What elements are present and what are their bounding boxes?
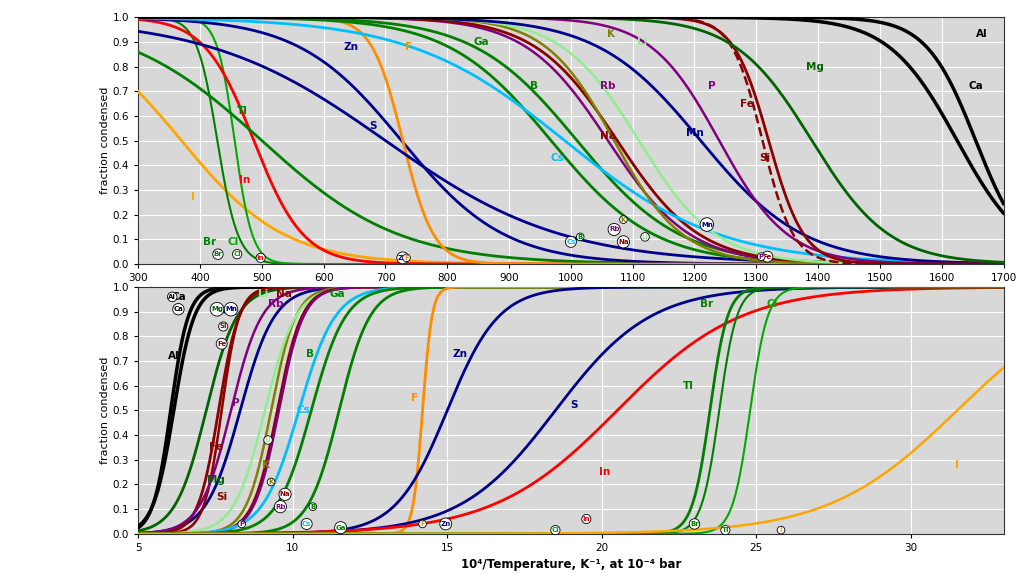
- X-axis label: Temperature, K, at 10⁻⁴ bar: Temperature, K, at 10⁻⁴ bar: [479, 289, 663, 301]
- Text: Fe: Fe: [209, 443, 222, 452]
- Text: Br: Br: [700, 299, 714, 309]
- Text: Ca: Ca: [173, 306, 183, 312]
- Text: Zn: Zn: [440, 521, 451, 527]
- Text: Na: Na: [618, 239, 629, 245]
- Text: I: I: [190, 192, 195, 203]
- Text: I: I: [955, 460, 959, 470]
- Text: B: B: [306, 348, 313, 359]
- Text: Ca: Ca: [969, 82, 983, 91]
- Y-axis label: fraction condensed: fraction condensed: [100, 356, 110, 464]
- Text: In: In: [257, 255, 264, 261]
- Text: Br: Br: [690, 521, 698, 527]
- Text: Br: Br: [203, 237, 216, 247]
- Text: In: In: [583, 516, 590, 522]
- Text: Cl: Cl: [227, 237, 239, 247]
- Text: Li: Li: [642, 234, 648, 240]
- Text: P: P: [231, 398, 240, 408]
- Text: K: K: [268, 479, 273, 485]
- Text: Cs: Cs: [566, 239, 575, 245]
- X-axis label: 10⁴/Temperature, K⁻¹, at 10⁻⁴ bar: 10⁴/Temperature, K⁻¹, at 10⁻⁴ bar: [461, 559, 681, 571]
- Text: B: B: [578, 234, 583, 240]
- Text: Zn: Zn: [453, 348, 467, 359]
- Text: P: P: [759, 254, 764, 259]
- Y-axis label: fraction condensed: fraction condensed: [100, 87, 110, 195]
- Text: Mn: Mn: [219, 307, 237, 317]
- Text: Ga: Ga: [330, 289, 345, 300]
- Text: Cl: Cl: [552, 527, 559, 533]
- Text: Cs: Cs: [297, 405, 310, 416]
- Text: Mn: Mn: [225, 306, 237, 312]
- Text: Si: Si: [216, 492, 227, 502]
- Text: Cl: Cl: [233, 251, 241, 257]
- Text: Rb: Rb: [268, 299, 284, 309]
- Text: Na: Na: [280, 491, 290, 497]
- Text: S: S: [370, 121, 377, 131]
- Text: Si: Si: [219, 324, 227, 329]
- Text: F: F: [412, 393, 419, 403]
- Text: Mn: Mn: [686, 128, 703, 138]
- Text: In: In: [599, 467, 610, 477]
- Text: Cs: Cs: [302, 521, 311, 527]
- Text: Ga: Ga: [473, 37, 489, 47]
- Text: Fe: Fe: [763, 254, 772, 259]
- Text: In: In: [239, 175, 250, 185]
- Text: Al: Al: [168, 294, 176, 300]
- Text: K: K: [262, 460, 270, 470]
- Text: Fe: Fe: [740, 99, 754, 108]
- Text: Na: Na: [600, 131, 615, 141]
- Text: P: P: [240, 521, 245, 527]
- Text: P: P: [708, 82, 716, 91]
- Text: Al: Al: [168, 351, 179, 361]
- Text: Rb: Rb: [609, 227, 620, 232]
- Text: K: K: [621, 216, 626, 223]
- Text: Mg: Mg: [211, 306, 223, 312]
- Text: Rb: Rb: [600, 82, 615, 91]
- Text: B: B: [529, 82, 538, 91]
- Text: Mg: Mg: [806, 61, 824, 72]
- Text: Ga: Ga: [336, 525, 346, 530]
- Text: Cs: Cs: [551, 153, 564, 163]
- Text: B: B: [310, 503, 315, 510]
- Text: Tl: Tl: [722, 527, 729, 533]
- Text: Fe: Fe: [217, 341, 226, 347]
- Text: Zn: Zn: [344, 42, 359, 52]
- Text: Na: Na: [275, 289, 292, 300]
- Text: Rb: Rb: [275, 503, 286, 510]
- Text: S: S: [570, 401, 578, 410]
- Text: F: F: [404, 255, 409, 261]
- Text: Al: Al: [976, 29, 988, 40]
- Text: Li: Li: [637, 37, 647, 47]
- Text: Si: Si: [759, 153, 770, 163]
- Text: Tl: Tl: [237, 106, 248, 116]
- Text: F: F: [420, 521, 425, 527]
- Text: Mg: Mg: [207, 475, 224, 484]
- Text: Zn: Zn: [397, 255, 408, 261]
- Text: K: K: [607, 29, 615, 40]
- Text: I: I: [779, 527, 782, 533]
- Text: Ca: Ca: [171, 292, 185, 302]
- Text: Tl: Tl: [683, 381, 693, 391]
- Text: Li: Li: [264, 437, 271, 443]
- Text: Mn: Mn: [700, 222, 713, 227]
- Text: Cl: Cl: [766, 299, 777, 309]
- Text: Br: Br: [214, 251, 222, 257]
- Text: Li: Li: [258, 289, 268, 300]
- Text: F: F: [406, 42, 413, 52]
